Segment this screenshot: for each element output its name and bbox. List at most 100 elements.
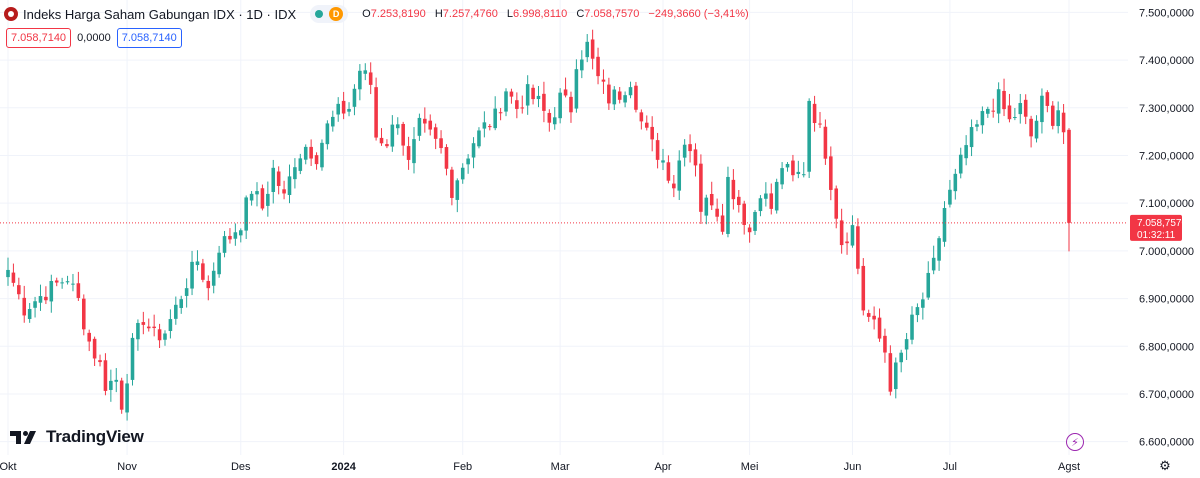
candle-body [980, 111, 985, 126]
candle-body [818, 123, 822, 125]
candle-body [125, 383, 129, 413]
candle-body [969, 127, 974, 148]
candle-body [520, 107, 525, 109]
candle-body [991, 110, 996, 112]
candle-body [931, 257, 936, 271]
price-axis[interactable]: 7.500,0000 7.400,0000 7.300,0000 7.200,0000… [1130, 7, 1194, 449]
candle-body [812, 103, 817, 124]
spread-value: 0,0000 [77, 32, 111, 44]
price-tick-label: 7.100,0000 [1139, 198, 1194, 210]
candle-body [704, 197, 709, 216]
market-status[interactable]: D [310, 5, 349, 23]
price-tick-label: 6.900,0000 [1139, 294, 1194, 306]
candle-body [1018, 103, 1023, 115]
time-tick-label: Mar [551, 461, 570, 473]
last-price-badge[interactable] [1130, 214, 1182, 241]
candle-body [888, 353, 893, 392]
candle-body [287, 176, 292, 196]
candle-body [293, 167, 297, 180]
candle-body [11, 272, 16, 283]
candle-body [498, 112, 503, 114]
candle-body [298, 158, 303, 171]
time-tick-label: Okt [0, 461, 17, 473]
time-axis[interactable]: Okt Nov Des 2024 Feb Mar Apr Mei Jun Jul Agst [0, 461, 1080, 473]
ohlc-open-value: 7.253,8190 [370, 8, 426, 20]
candle-body [222, 236, 227, 253]
candle-body [179, 299, 184, 308]
price-tick-label: 7.000,0000 [1139, 246, 1194, 258]
candle-body [964, 145, 968, 159]
candle-body [753, 211, 757, 231]
data-delay-badge: D [329, 7, 344, 21]
candle-body [417, 117, 422, 136]
candle-body [119, 380, 124, 410]
price-tick-label: 7.200,0000 [1139, 150, 1194, 162]
candle-body [937, 238, 941, 261]
candle-body [823, 126, 828, 159]
candle-body [915, 307, 920, 316]
candle-body [801, 174, 806, 176]
candle-body [331, 116, 335, 127]
candle-body [515, 100, 519, 109]
candle-body [493, 108, 497, 129]
candle-body [709, 193, 714, 206]
candle-body [27, 309, 32, 319]
candle-body [661, 160, 665, 163]
candle-body [910, 314, 914, 340]
candle-body [114, 379, 119, 382]
quote-row: 7.058,7140 0,0000 7.058,7140 [6, 28, 182, 48]
candle-body [103, 360, 108, 391]
candle-body [607, 84, 611, 104]
candle-body [266, 193, 270, 206]
tradingview-brand[interactable]: TradingView [10, 427, 144, 447]
gear-icon[interactable]: ⚙ [1159, 458, 1171, 473]
candle-body [504, 91, 508, 112]
time-tick-label: Apr [654, 461, 671, 473]
candle-body [352, 88, 357, 107]
candle-body [672, 183, 676, 189]
buy-price-button[interactable]: 7.058,7140 [116, 28, 182, 48]
candle-body [358, 70, 362, 90]
candle-body [563, 89, 568, 96]
candle-body [195, 261, 200, 266]
candle-body [33, 301, 37, 308]
candle-body [450, 169, 454, 198]
candle-body [439, 138, 443, 149]
ohlc-low-key: L [506, 8, 514, 20]
candle-body [1067, 129, 1071, 223]
candle-body [720, 215, 725, 232]
time-tick-label: Des [231, 461, 251, 473]
candle-body [942, 207, 947, 242]
symbol-title[interactable]: Indeks Harga Saham Gabungan IDX · 1D · I… [23, 6, 297, 22]
candle-body [542, 93, 546, 111]
candle-body [509, 91, 514, 97]
candle-body [184, 288, 189, 296]
candle-body [877, 317, 882, 339]
candle-body [601, 79, 606, 82]
sell-price-button[interactable]: 7.058,7140 [6, 28, 72, 48]
candle-body [829, 156, 833, 190]
candle-body [996, 89, 1001, 114]
candle-body [693, 149, 698, 166]
candle-body [406, 146, 411, 160]
candle-body [444, 147, 449, 169]
candle-body [201, 263, 205, 280]
ohlc-low-value: 6.998,8110 [513, 8, 568, 20]
lightning-icon[interactable]: ⚡ [1066, 433, 1084, 451]
candle-body [38, 296, 43, 303]
ohlc-high-key: H [434, 8, 443, 20]
candle-body [87, 332, 91, 342]
candle-body [948, 189, 952, 205]
candle-body [677, 160, 682, 191]
price-tick-label: 7.500,0000 [1139, 7, 1194, 19]
candle-body [774, 181, 779, 211]
candle-body [531, 87, 535, 100]
candle-body [395, 124, 400, 129]
candle-body [1061, 112, 1066, 133]
candle-body [276, 171, 281, 186]
time-tick-label: Jun [844, 461, 862, 473]
ohlc-close-key: C [576, 8, 585, 20]
candle-body [325, 123, 330, 145]
candle-body [368, 72, 373, 85]
